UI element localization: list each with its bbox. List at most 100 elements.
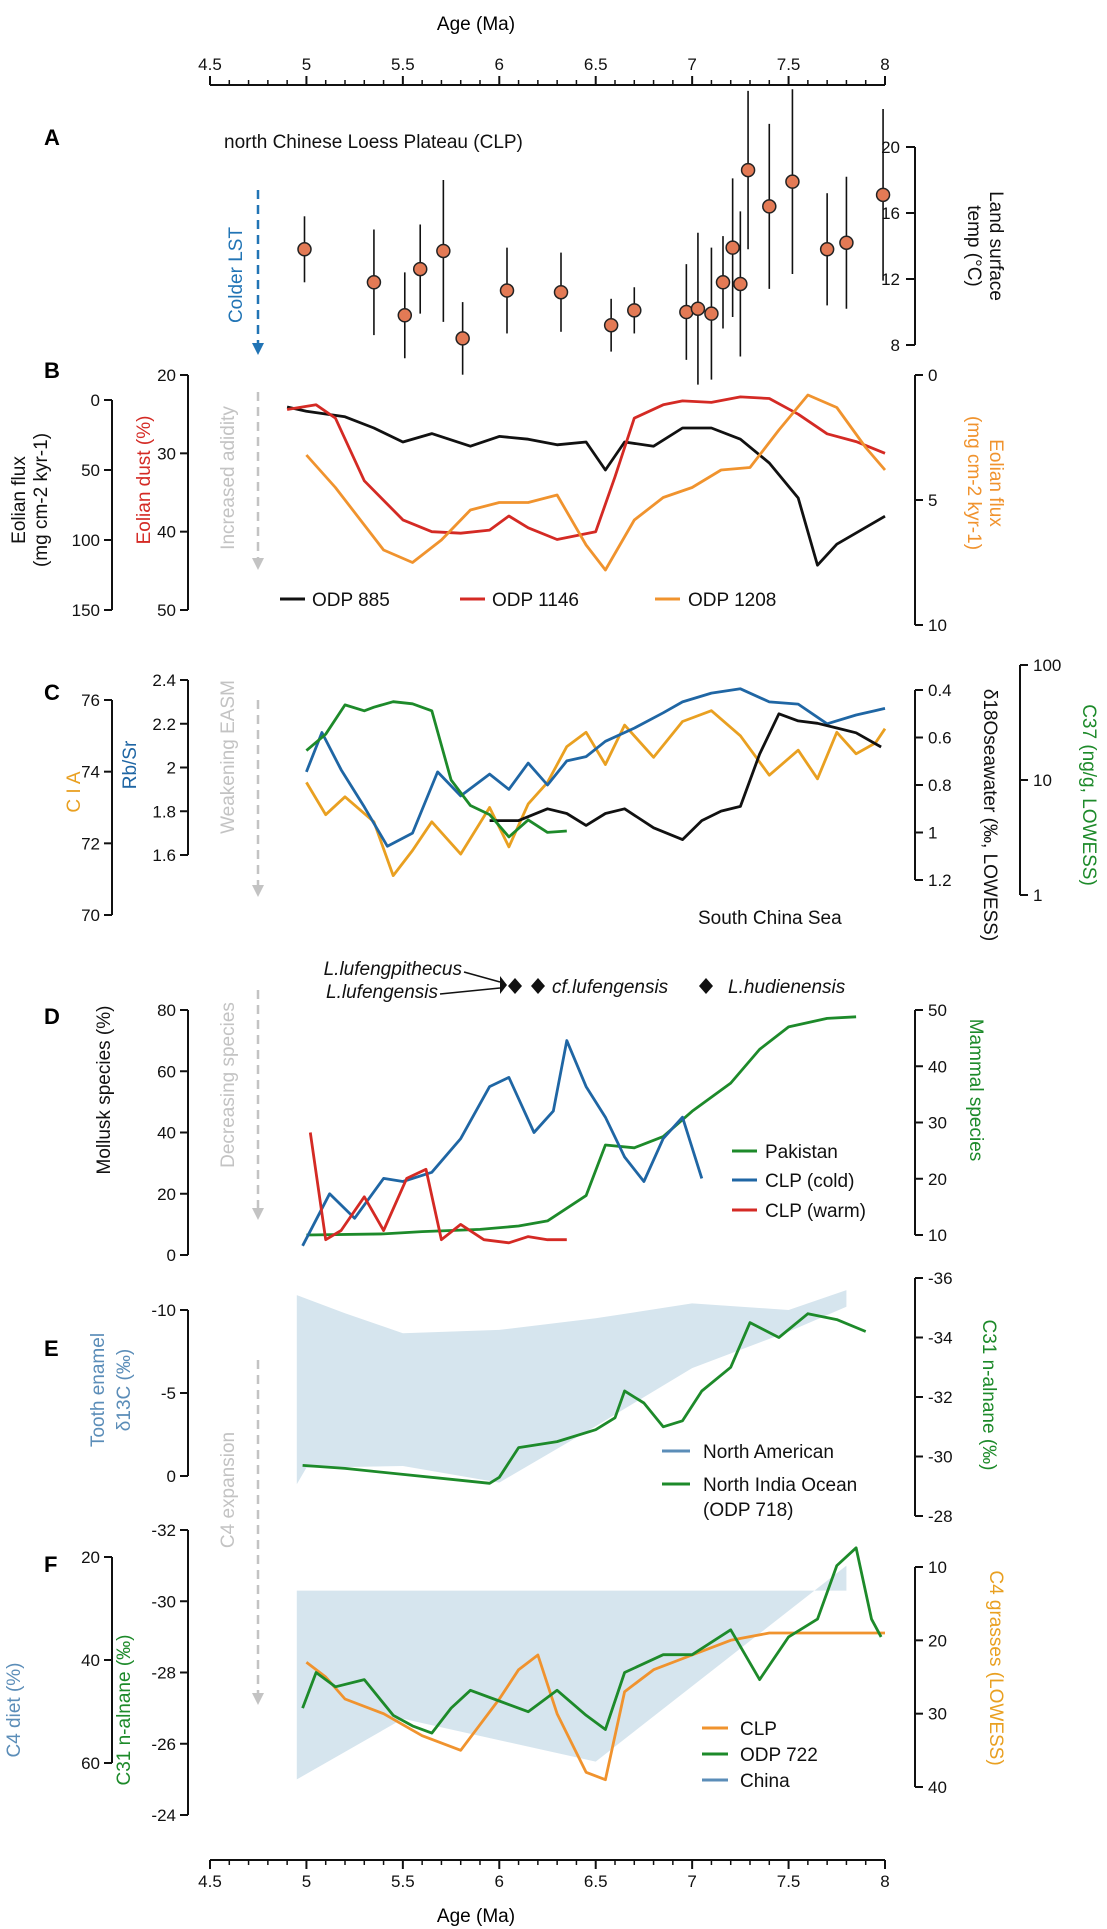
panel-d-mammal-axis-tick-label: 40 (928, 1057, 947, 1076)
legend-china: China (740, 1771, 790, 1792)
panel-c-rbsr-axis-tick-label: 2 (167, 759, 176, 778)
series-odp-1146 (286, 395, 886, 541)
series-d18o (489, 712, 882, 841)
age-tick-label: 4.5 (198, 55, 222, 74)
panel-e-right-label: C31 n-alnane (‰) (978, 1319, 999, 1470)
panel-b-right-axis-tick-label: 0 (928, 366, 937, 385)
panel-c-rbsr-axis-tick-label: 1.8 (152, 802, 176, 821)
panel-b-dust-axis-tick-label: 40 (157, 523, 176, 542)
panel-a-right-label-2: temp (°C) (963, 205, 984, 287)
panel-c-rbsr-axis-tick-label: 1.6 (152, 846, 176, 865)
lst-point (740, 162, 756, 178)
top-axis-label: Age (Ma) (437, 14, 515, 35)
panel-a-right-tick-label: 8 (891, 336, 900, 355)
panel-f-left-inner-label: C31 n-alnane (‰) (114, 1634, 135, 1785)
age-tick-label: 6 (495, 55, 504, 74)
panel-b-legend: ODP 885 ODP 1146 ODP 1208 (280, 590, 776, 611)
age-tick-label: 7.5 (777, 1872, 801, 1891)
lst-point (785, 174, 800, 189)
taxon-marker-2 (531, 978, 545, 994)
panel-d-mollusk-axis-tick-label: 60 (157, 1062, 176, 1081)
panel-b-dust-axis-tick-label: 50 (157, 601, 176, 620)
taxa-pointer-1 (463, 971, 501, 983)
age-tick-label: 5.5 (391, 55, 415, 74)
series-odp722 (301, 1546, 883, 1735)
lst-point (819, 242, 835, 257)
taxa-pointer-head (500, 976, 507, 994)
lst-point (603, 317, 619, 333)
panel-c-cia-axis-tick-label: 70 (81, 906, 100, 925)
panel-d-mollusk-axis-tick-label: 40 (157, 1124, 176, 1143)
panel-c-d18o-label: δ18Oseawater (‰, LOWESS) (979, 689, 1000, 941)
panel-c-cia-label: C I A (64, 771, 85, 813)
panel-b-trend-arrowhead (252, 558, 264, 570)
taxon-lufengpithecus: L.lufengpithecus (324, 959, 463, 980)
lst-point (436, 243, 451, 259)
panel-f-alkane-axis-tick-label: -28 (151, 1664, 176, 1683)
panel-f-alkane-axis-tick-label: -30 (151, 1592, 176, 1611)
legend-odp885: ODP 885 (312, 590, 390, 611)
panel-e-alkane-axis-tick-label: -32 (928, 1388, 953, 1407)
panel-e-alkane-axis-tick-label: -30 (928, 1448, 953, 1467)
series-odp-1208 (305, 393, 887, 572)
panel-c-cia-axis-tick-label: 74 (81, 763, 100, 782)
panel-b: B 0 50 100 150 20 30 40 50 0 5 10 Eolian flux (m… (9, 358, 1006, 635)
panel-c: C 76 74 72 70 2.4 2.2 2 1.8 1.6 0.4 0.6 0.8 1 1.2 1… (44, 656, 1099, 941)
panel-a-title: north Chinese Loess Plateau (CLP) (224, 132, 523, 153)
age-tick-label: 6 (495, 1872, 504, 1891)
panel-c-c37-axis-tick-label: 100 (1033, 656, 1061, 675)
legend-odp722: ODP 722 (740, 1745, 818, 1766)
panel-c-d18o-axis-tick-label: 0.6 (928, 729, 952, 748)
legend-north-american: North American (703, 1442, 834, 1463)
panel-d-trend-label: Decreasing species (218, 1002, 239, 1168)
age-tick-label: 6.5 (584, 55, 608, 74)
panel-c-rbsr-axis-tick-label: 2.4 (152, 671, 176, 690)
bottom-age-axis: Age (Ma) 4.5 5 5.5 6 6.5 7 7.5 8 (198, 1859, 890, 1927)
legend-pakistan: Pakistan (765, 1142, 838, 1163)
lst-point (412, 261, 428, 277)
panel-b-left-outer-label-2: (mg cm-2 kyr-1) (31, 433, 52, 567)
panel-c-d18o-axis-tick-label: 1 (928, 824, 937, 843)
panel-b-left-outer-label-1: Eolian flux (9, 456, 30, 544)
panel-d-letter: D (44, 1004, 60, 1029)
lst-point (715, 275, 731, 290)
lst-point (690, 301, 706, 316)
panel-f: F 20 40 60 -32 -30 -28 -26 -24 10 20 30 40 C4 die… (4, 1521, 1006, 1825)
panel-c-cia-axis-tick-label: 72 (81, 834, 100, 853)
panel-f-diet-axis-tick-label: 60 (81, 1754, 100, 1773)
panel-f-grass-axis-tick-label: 30 (928, 1705, 947, 1724)
panel-c-cia-axis-tick-label: 76 (81, 691, 100, 710)
panel-d-mollusk-axis-tick-label: 0 (167, 1246, 176, 1265)
bottom-axis-label: Age (Ma) (437, 1906, 515, 1927)
panel-e-alkane-axis-tick-label: -36 (928, 1269, 953, 1288)
legend-odp718: (ODP 718) (703, 1500, 793, 1521)
panel-f-legend: CLP ODP 722 China (702, 1719, 818, 1792)
panel-e-enamel-axis-tick-label: -5 (161, 1384, 176, 1403)
panel-e-enamel-axis-tick-label: -10 (151, 1301, 176, 1320)
panel-b-dust-axis-tick-label: 30 (157, 444, 176, 463)
panel-c-c37-axis-tick-label: 10 (1033, 771, 1052, 790)
lst-point (499, 283, 515, 298)
legend-clp-cold: CLP (cold) (765, 1171, 854, 1192)
legend-north-india-ocean: North India Ocean (703, 1475, 857, 1496)
panel-b-flux-axis-tick-label: 100 (72, 531, 100, 550)
panel-a-right-tick-label: 12 (881, 270, 900, 289)
panel-f-grass-axis-tick-label: 40 (928, 1778, 947, 1797)
lst-point (704, 306, 719, 321)
panel-c-letter: C (44, 680, 60, 705)
panel-c-region: South China Sea (698, 908, 842, 929)
panel-a: A north Chinese Loess Plateau (CLP) Cold… (44, 89, 1006, 385)
north-american-envelope (296, 1290, 847, 1485)
panel-d-mammal-axis-tick-label: 50 (928, 1001, 947, 1020)
taxon-hudienensis: L.hudienensis (728, 977, 846, 998)
panel-e-trend-label: C4 expansion (218, 1432, 239, 1548)
panel-f-letter: F (44, 1552, 57, 1577)
panel-e-alkane-axis-tick-label: -34 (928, 1329, 953, 1348)
panel-c-d18o-axis-tick-label: 0.4 (928, 681, 952, 700)
panel-b-right-label-2: (mg cm-2 kyr-1) (963, 416, 984, 550)
panel-e: E -10 -5 0 -36 -34 -32 -30 -28 Tooth enamel δ1… (44, 1269, 999, 1705)
series-odp-885 (286, 405, 886, 567)
series-odp718 (302, 1312, 867, 1485)
lst-point (875, 187, 891, 203)
panel-e-left-label-1: Tooth enamel (88, 1333, 109, 1447)
